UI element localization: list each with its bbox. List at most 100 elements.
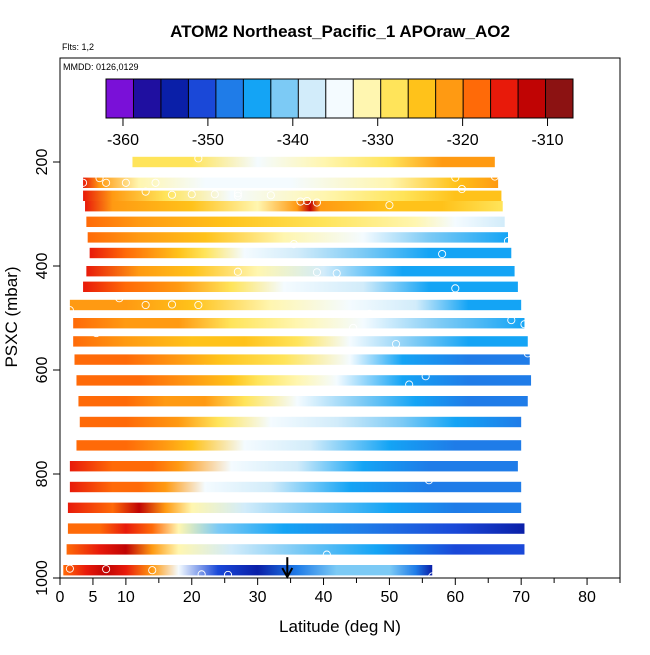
sample-marker — [141, 187, 150, 196]
colorbar-swatch — [353, 79, 382, 118]
colorbar-border — [105, 78, 574, 119]
data-layer — [73, 336, 528, 347]
sample-marker — [79, 178, 88, 187]
sample-marker — [503, 236, 513, 246]
data-layer — [83, 281, 518, 292]
y-axis: 200 400 600 800 1000 — [34, 149, 60, 596]
colorbar-tick-label: -360 — [107, 132, 139, 149]
location-arrow — [281, 557, 294, 580]
sample-marker — [349, 323, 358, 332]
y-tick-label: 200 — [34, 149, 51, 176]
data-layers — [63, 156, 532, 576]
y-tick-label: 800 — [34, 461, 51, 488]
x-tick-label: 70 — [512, 589, 530, 606]
sample-marker — [95, 174, 104, 183]
x-tick-label: 10 — [117, 589, 135, 606]
data-layer — [69, 481, 522, 493]
x-axis-label: Latitude (deg N) — [279, 617, 401, 636]
data-layer — [69, 461, 518, 472]
data-layer — [79, 416, 522, 428]
sample-marker — [424, 476, 433, 485]
data-layer — [66, 544, 525, 555]
sample-marker — [141, 300, 150, 310]
x-tick-label: 80 — [578, 589, 596, 606]
sample-marker — [194, 154, 203, 163]
plot-frame — [59, 57, 621, 579]
sample-marker — [256, 148, 265, 157]
y-tick-label: 1000 — [34, 560, 51, 596]
data-layer — [132, 156, 495, 168]
sample-marker — [332, 269, 341, 278]
sample-marker — [151, 178, 160, 187]
sample-marker — [289, 240, 298, 249]
colorbar-swatch — [518, 79, 547, 118]
sample-marker — [200, 364, 209, 374]
sample-marker — [391, 339, 401, 349]
colorbar-swatch — [325, 79, 354, 118]
sample-marker — [490, 172, 499, 181]
colorbar-swatch — [408, 79, 437, 118]
sample-marker — [385, 201, 394, 210]
colorbar-swatch — [215, 79, 244, 118]
sample-marker — [520, 320, 529, 329]
colorbar-swatch — [435, 79, 464, 118]
sample-marker — [296, 197, 305, 206]
sample-marker — [451, 284, 460, 293]
sample-marker — [438, 249, 447, 259]
y-axis-label: PSXC (mbar) — [2, 266, 21, 367]
data-layer — [67, 502, 522, 513]
sample-marker — [210, 190, 219, 199]
sample-marker — [517, 534, 526, 544]
sample-marker — [167, 190, 177, 199]
sample-marker — [266, 191, 275, 200]
data-layer — [63, 565, 433, 576]
date-note: MMDD: 0126,0129 — [63, 62, 139, 72]
sample-marker — [233, 267, 242, 276]
sample-marker — [121, 178, 130, 187]
colorbar-tick-label: -310 — [532, 132, 564, 149]
sample-marker — [421, 372, 430, 381]
data-layer — [83, 177, 499, 188]
sample-markers — [65, 148, 532, 586]
x-tick-label: 20 — [183, 589, 201, 606]
sample-marker — [451, 173, 460, 182]
sample-marker — [312, 198, 321, 207]
sample-marker — [312, 268, 321, 277]
data-layer — [83, 190, 502, 201]
sample-marker — [398, 576, 407, 585]
sample-marker — [303, 196, 312, 206]
data-layer — [78, 396, 528, 407]
sample-marker — [405, 380, 414, 389]
colorbar-swatch — [545, 79, 574, 118]
sample-marker — [322, 550, 331, 559]
x-tick-label: 5 — [88, 589, 97, 606]
sample-marker — [65, 306, 74, 315]
colorbar-swatch — [298, 79, 327, 118]
data-layer — [89, 247, 512, 259]
x-tick-label: 60 — [446, 589, 464, 606]
sample-marker — [233, 191, 242, 200]
colorbar-tick-label: -330 — [362, 132, 394, 149]
arrow-head — [281, 567, 294, 580]
sample-marker — [115, 294, 124, 303]
data-layer — [76, 440, 522, 451]
colorbar-swatch — [160, 79, 189, 118]
sample-marker — [457, 184, 466, 194]
x-tick-label: 0 — [56, 589, 65, 606]
colorbar: -360 -350 -340 -330 -320 -310 — [105, 78, 574, 149]
data-layer — [74, 354, 530, 365]
data-layer — [86, 266, 515, 277]
data-layer — [67, 523, 525, 534]
data-layer — [87, 232, 508, 243]
x-tick-label: 50 — [381, 589, 399, 606]
sample-marker — [365, 309, 374, 318]
colorbar-tick-label: -320 — [447, 132, 479, 149]
y-tick-label: 600 — [34, 357, 51, 384]
sample-marker — [428, 572, 437, 581]
sample-marker — [194, 300, 203, 310]
sample-marker — [65, 564, 74, 573]
sample-marker — [359, 577, 368, 586]
sample-marker — [523, 349, 532, 358]
